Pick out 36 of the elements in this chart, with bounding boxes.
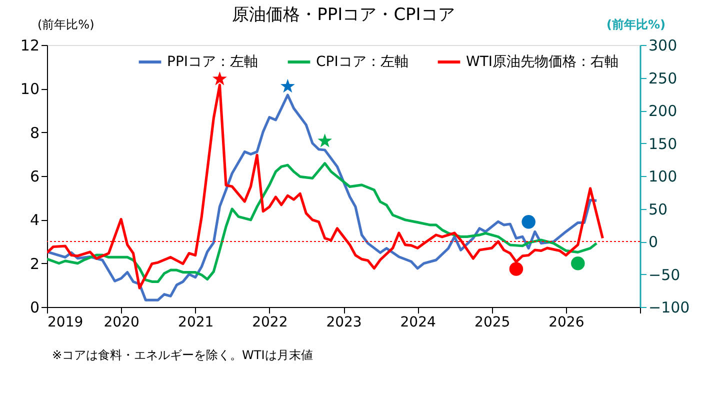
point: [318, 133, 332, 148]
legend-label: CPIコア：左軸: [316, 54, 408, 70]
x-tick-label: 2021: [178, 314, 214, 330]
y2-tick-label: 0: [648, 233, 658, 251]
x-tick-label: 2024: [400, 314, 436, 330]
x-tick-label: 2019: [48, 314, 84, 330]
y2-tick-label: 50: [648, 200, 668, 218]
x-tick-label: 2020: [104, 314, 140, 330]
legend-label: PPIコア：左軸: [167, 54, 258, 70]
y-tick-label: 12: [20, 36, 40, 54]
point: [280, 78, 295, 93]
y-tick-label: 4: [30, 211, 40, 230]
y-tick-label: 10: [20, 80, 40, 98]
x-tick-label: 2026: [548, 314, 584, 330]
y2-tick-label: 250: [648, 69, 678, 88]
x-tick-label: 2023: [326, 314, 362, 330]
point: [522, 214, 536, 229]
y-axis-title: (前年比%): [38, 18, 94, 32]
chart-title: 原油価格・PPIコア・CPIコア: [232, 5, 455, 25]
y2-tick-label: 200: [648, 102, 678, 120]
y-tick-label: 0: [30, 298, 40, 316]
y-tick-label: 2: [30, 254, 40, 273]
x-tick-label: 2025: [474, 314, 510, 330]
legend-label: WTI原油先物価格：右軸: [466, 54, 619, 70]
y2-tick-label: −100: [648, 298, 690, 316]
y-tick-label: 8: [30, 124, 40, 142]
y2-tick-label: 300: [648, 36, 678, 54]
y2-tick-label: 150: [648, 134, 678, 153]
y2-axis-title: (前年比%): [606, 18, 666, 32]
text: ※コアは食料・エネルギーを除く。WTIは月末値: [52, 348, 313, 362]
y2-tick-label: −50: [648, 266, 680, 284]
point: [571, 256, 585, 270]
y2-tick-label: 100: [648, 168, 678, 186]
line-series: [47, 162, 598, 283]
x-tick-label: 2022: [252, 314, 288, 330]
y-tick-label: 6: [30, 168, 40, 186]
